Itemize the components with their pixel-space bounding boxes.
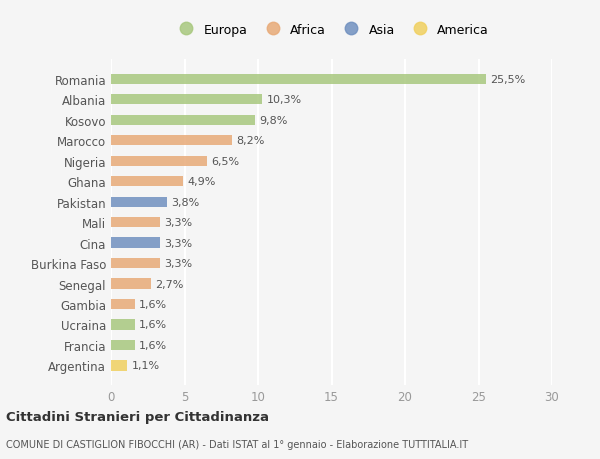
Text: 1,6%: 1,6% [139,320,167,330]
Bar [111,319,134,330]
Bar [111,299,134,309]
Bar [111,95,262,105]
Text: 1,6%: 1,6% [139,299,167,309]
Text: 3,3%: 3,3% [164,238,192,248]
Text: 3,3%: 3,3% [164,258,192,269]
Text: 3,8%: 3,8% [171,197,200,207]
Bar [111,197,167,207]
Text: 4,9%: 4,9% [187,177,216,187]
Bar [111,279,151,289]
Text: 8,2%: 8,2% [236,136,265,146]
Text: 2,7%: 2,7% [155,279,184,289]
Text: Cittadini Stranieri per Cittadinanza: Cittadini Stranieri per Cittadinanza [6,410,269,423]
Text: 1,6%: 1,6% [139,340,167,350]
Bar [111,74,486,85]
Bar [111,177,183,187]
Bar [111,360,127,371]
Bar [111,340,134,350]
Text: 9,8%: 9,8% [259,116,288,125]
Text: 6,5%: 6,5% [211,157,239,166]
Text: 1,1%: 1,1% [131,361,160,370]
Text: COMUNE DI CASTIGLION FIBOCCHI (AR) - Dati ISTAT al 1° gennaio - Elaborazione TUT: COMUNE DI CASTIGLION FIBOCCHI (AR) - Dat… [6,440,468,449]
Bar [111,258,160,269]
Bar [111,238,160,248]
Bar [111,136,232,146]
Bar [111,156,206,167]
Text: 25,5%: 25,5% [490,75,526,84]
Text: 10,3%: 10,3% [267,95,302,105]
Text: 3,3%: 3,3% [164,218,192,228]
Bar [111,218,160,228]
Legend: Europa, Africa, Asia, America: Europa, Africa, Asia, America [174,23,489,37]
Bar [111,115,255,126]
